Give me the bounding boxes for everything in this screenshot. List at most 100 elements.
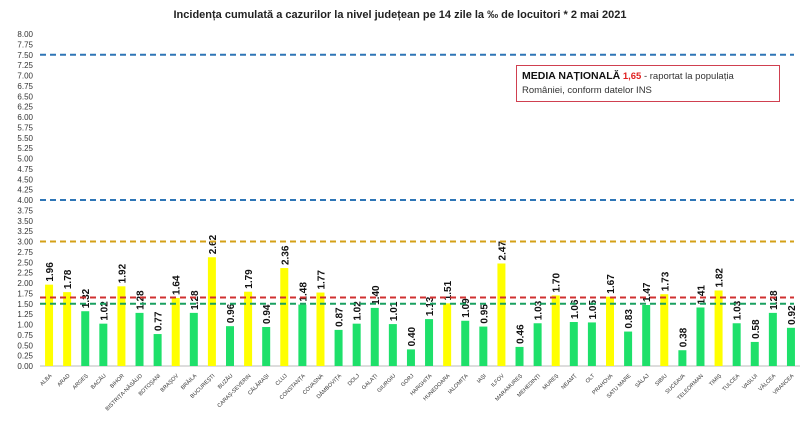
y-tick-label: 4.50 (17, 175, 33, 184)
bar (642, 304, 651, 366)
bar (425, 319, 434, 366)
data-label: 1.82 (715, 268, 726, 288)
bar (732, 323, 741, 366)
y-tick-label: 0.00 (17, 362, 33, 371)
bar (117, 286, 126, 366)
x-tick-label: BIHOR (109, 373, 126, 390)
bar (750, 341, 759, 366)
data-label: 1.03 (733, 300, 744, 320)
data-label: 1.51 (443, 280, 454, 300)
data-label: 1.09 (461, 298, 472, 318)
y-tick-label: 4.75 (17, 165, 33, 174)
y-tick-label: 1.50 (17, 300, 33, 309)
bar (551, 295, 560, 366)
data-label: 1.40 (371, 285, 382, 305)
y-tick-label: 5.25 (17, 144, 33, 153)
y-tick-label: 4.00 (17, 196, 33, 205)
bar (81, 311, 90, 366)
bar (226, 326, 234, 366)
x-tick-label: DOLJ (347, 373, 361, 387)
x-tick-label: CLUJ (275, 373, 289, 387)
bar (334, 329, 343, 366)
annotation-text: - raportat la populația României, confor… (522, 71, 734, 96)
y-tick-label: 2.75 (17, 248, 33, 257)
bar (624, 331, 633, 366)
x-tick-label: BRAȘOV (160, 373, 181, 394)
data-label: 1.78 (63, 269, 74, 289)
y-tick-label: 2.25 (17, 269, 33, 278)
y-tick-label: 4.25 (17, 186, 33, 195)
data-label: 2.36 (280, 245, 291, 265)
x-tick-label: ALBA (39, 373, 53, 387)
x-tick-label: BUZĂU (216, 372, 234, 390)
data-label: 0.94 (262, 304, 273, 324)
data-label: 1.47 (642, 282, 653, 302)
y-tick-label: 3.25 (17, 227, 33, 236)
bar (45, 284, 54, 366)
data-label: 1.32 (81, 288, 92, 308)
y-tick-label: 6.25 (17, 103, 33, 112)
x-tick-label: ILFOV (490, 373, 506, 389)
data-label: 0.58 (751, 319, 762, 339)
bar (587, 322, 596, 366)
annotation-value: 1,65 (622, 71, 642, 82)
data-label: 1.28 (136, 290, 147, 310)
bar (406, 349, 415, 366)
data-label: 0.95 (479, 304, 490, 324)
annotation-label: MEDIA NAȚIONALĂ (522, 70, 621, 82)
data-label: 2.62 (208, 234, 219, 254)
y-tick-label: 1.75 (17, 289, 33, 298)
bar (696, 307, 705, 366)
y-tick-label: 0.25 (17, 352, 33, 361)
bar (153, 334, 162, 366)
data-label: 1.28 (769, 290, 780, 310)
bar (768, 312, 777, 366)
y-tick-label: 1.25 (17, 310, 33, 319)
y-tick-label: 3.00 (17, 238, 33, 247)
bar (606, 296, 614, 366)
data-label: 1.92 (117, 263, 128, 283)
bar (316, 292, 325, 366)
x-tick-label: MUREȘ (542, 373, 561, 392)
data-label: 1.79 (244, 269, 255, 289)
data-label: 0.96 (226, 303, 237, 323)
data-label: 1.01 (389, 301, 400, 321)
x-tick-label: ARGEȘ (72, 373, 90, 391)
bar (370, 307, 379, 366)
data-label: 1.64 (172, 275, 183, 295)
data-label: 1.41 (696, 285, 707, 305)
x-tick-label: ARAD (57, 373, 72, 388)
bar (678, 350, 687, 366)
data-label: 1.03 (534, 300, 545, 320)
data-label: 0.38 (678, 327, 689, 347)
y-tick-label: 5.00 (17, 155, 33, 164)
bar (352, 323, 361, 366)
y-tick-label: 7.75 (17, 40, 33, 49)
data-label: 0.77 (154, 311, 165, 331)
bar (171, 297, 180, 366)
y-tick-label: 2.00 (17, 279, 33, 288)
data-label: 1.28 (190, 290, 201, 310)
bar (63, 292, 72, 366)
y-tick-label: 7.50 (17, 51, 33, 60)
bar (189, 312, 198, 366)
bar (262, 326, 271, 366)
y-tick-label: 7.25 (17, 61, 33, 70)
data-label: 1.05 (588, 300, 599, 320)
bar (461, 320, 470, 366)
bar (479, 326, 488, 366)
x-tick-label: TULCEA (721, 373, 741, 393)
y-tick-label: 6.00 (17, 113, 33, 122)
y-tick-label: 8.00 (17, 30, 33, 39)
bar (207, 257, 216, 366)
bar (244, 291, 253, 366)
y-tick-label: 6.50 (17, 92, 33, 101)
x-tick-label: GIURGIU (376, 373, 397, 394)
y-tick-label: 1.00 (17, 321, 33, 330)
x-tick-label: SIBIU (654, 373, 668, 387)
bar (443, 303, 452, 366)
data-label: 0.92 (787, 305, 798, 325)
bar (515, 346, 524, 366)
x-tick-label: OLT (585, 373, 597, 385)
